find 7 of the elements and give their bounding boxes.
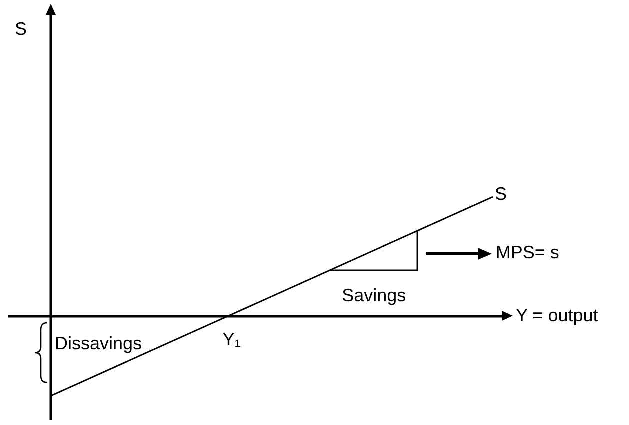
series-label: S xyxy=(495,184,508,204)
annotation: Dissavings xyxy=(55,333,142,354)
x-axis-title: Y = output xyxy=(516,305,598,326)
annotation: Y₁ xyxy=(222,329,241,350)
annotation: Savings xyxy=(342,285,406,306)
text: S xyxy=(14,18,28,39)
annotation: MPS= s xyxy=(496,242,560,263)
